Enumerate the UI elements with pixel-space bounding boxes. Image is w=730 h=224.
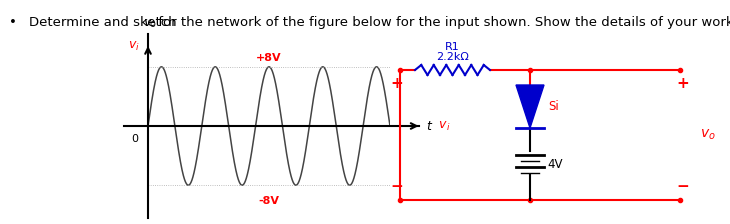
Text: +: + (391, 77, 404, 91)
Text: 0: 0 (131, 134, 138, 144)
Text: −: − (391, 179, 404, 194)
Text: $\mathit{v_i}$: $\mathit{v_i}$ (431, 119, 451, 133)
Text: $t$: $t$ (426, 119, 434, 133)
Text: 2.2kΩ: 2.2kΩ (436, 52, 469, 62)
Text: $\mathit{v_i}$: $\mathit{v_i}$ (128, 39, 139, 53)
Text: $\mathit{v_o}$: $\mathit{v_o}$ (700, 128, 715, 142)
Text: R1: R1 (445, 42, 460, 52)
Text: +: + (677, 77, 689, 91)
Text: Si: Si (548, 99, 558, 112)
Text: v: v (143, 16, 151, 29)
Text: Determine and sketch: Determine and sketch (29, 16, 181, 29)
Text: +8V: +8V (256, 53, 282, 63)
Text: 4V: 4V (547, 157, 563, 170)
Text: o: o (150, 19, 155, 29)
Text: −: − (677, 179, 689, 194)
Text: •: • (9, 16, 17, 29)
Text: -8V: -8V (258, 196, 280, 206)
Text: for the network of the figure below for the input shown. Show the details of you: for the network of the figure below for … (154, 16, 730, 29)
